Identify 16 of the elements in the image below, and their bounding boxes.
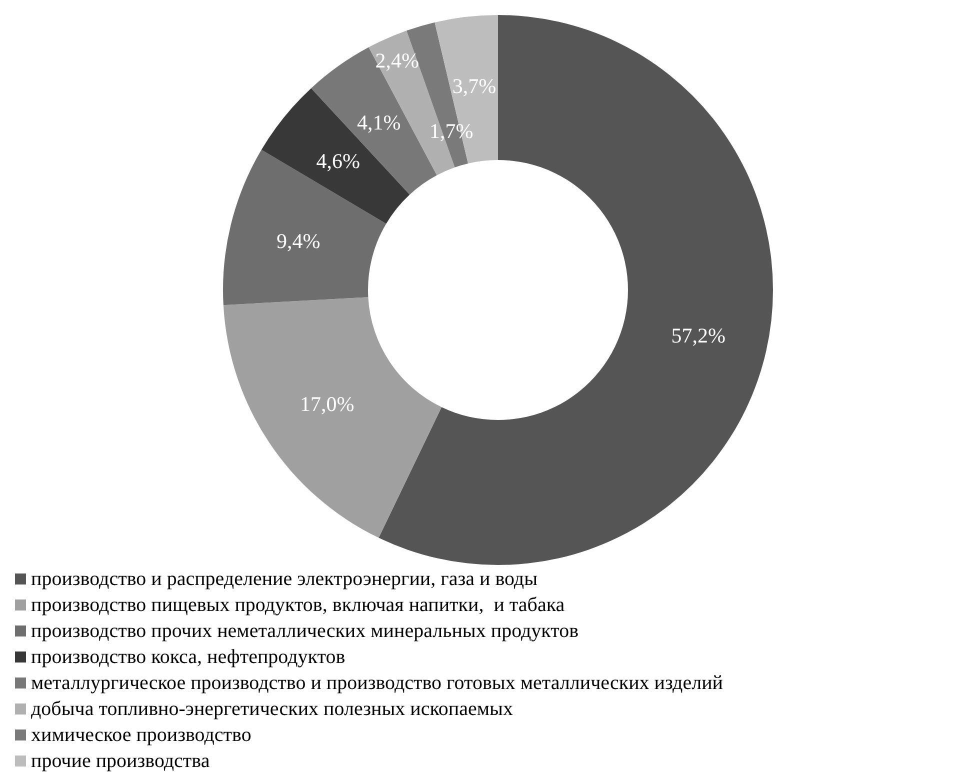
- legend-label: производство пищевых продуктов, включая напитки, и табака: [31, 594, 565, 616]
- legend-label: производство кокса, нефтепродуктов: [31, 646, 346, 668]
- data-label: 2,4%: [375, 48, 420, 73]
- data-label: 9,4%: [276, 229, 320, 254]
- data-label: 17,0%: [300, 392, 354, 416]
- legend-label: химическое производство: [31, 724, 252, 746]
- legend-label: металлургическое производство и производство готовых металлических изделий: [31, 672, 724, 694]
- data-label: 3,7%: [452, 74, 496, 98]
- data-label: 4,6%: [316, 148, 360, 173]
- data-label: 57,2%: [671, 324, 726, 348]
- legend-label: производство прочих неметаллических минеральных продуктов: [31, 620, 579, 642]
- legend-label: прочие производства: [31, 750, 210, 772]
- data-label: 4,1%: [357, 110, 401, 135]
- legend-label: добыча топливно-энергетических полезных ископаемых: [31, 698, 513, 720]
- data-label: 1,7%: [430, 119, 474, 144]
- legend-label: производство и распределение электроэнергии, газа и воды: [31, 568, 538, 590]
